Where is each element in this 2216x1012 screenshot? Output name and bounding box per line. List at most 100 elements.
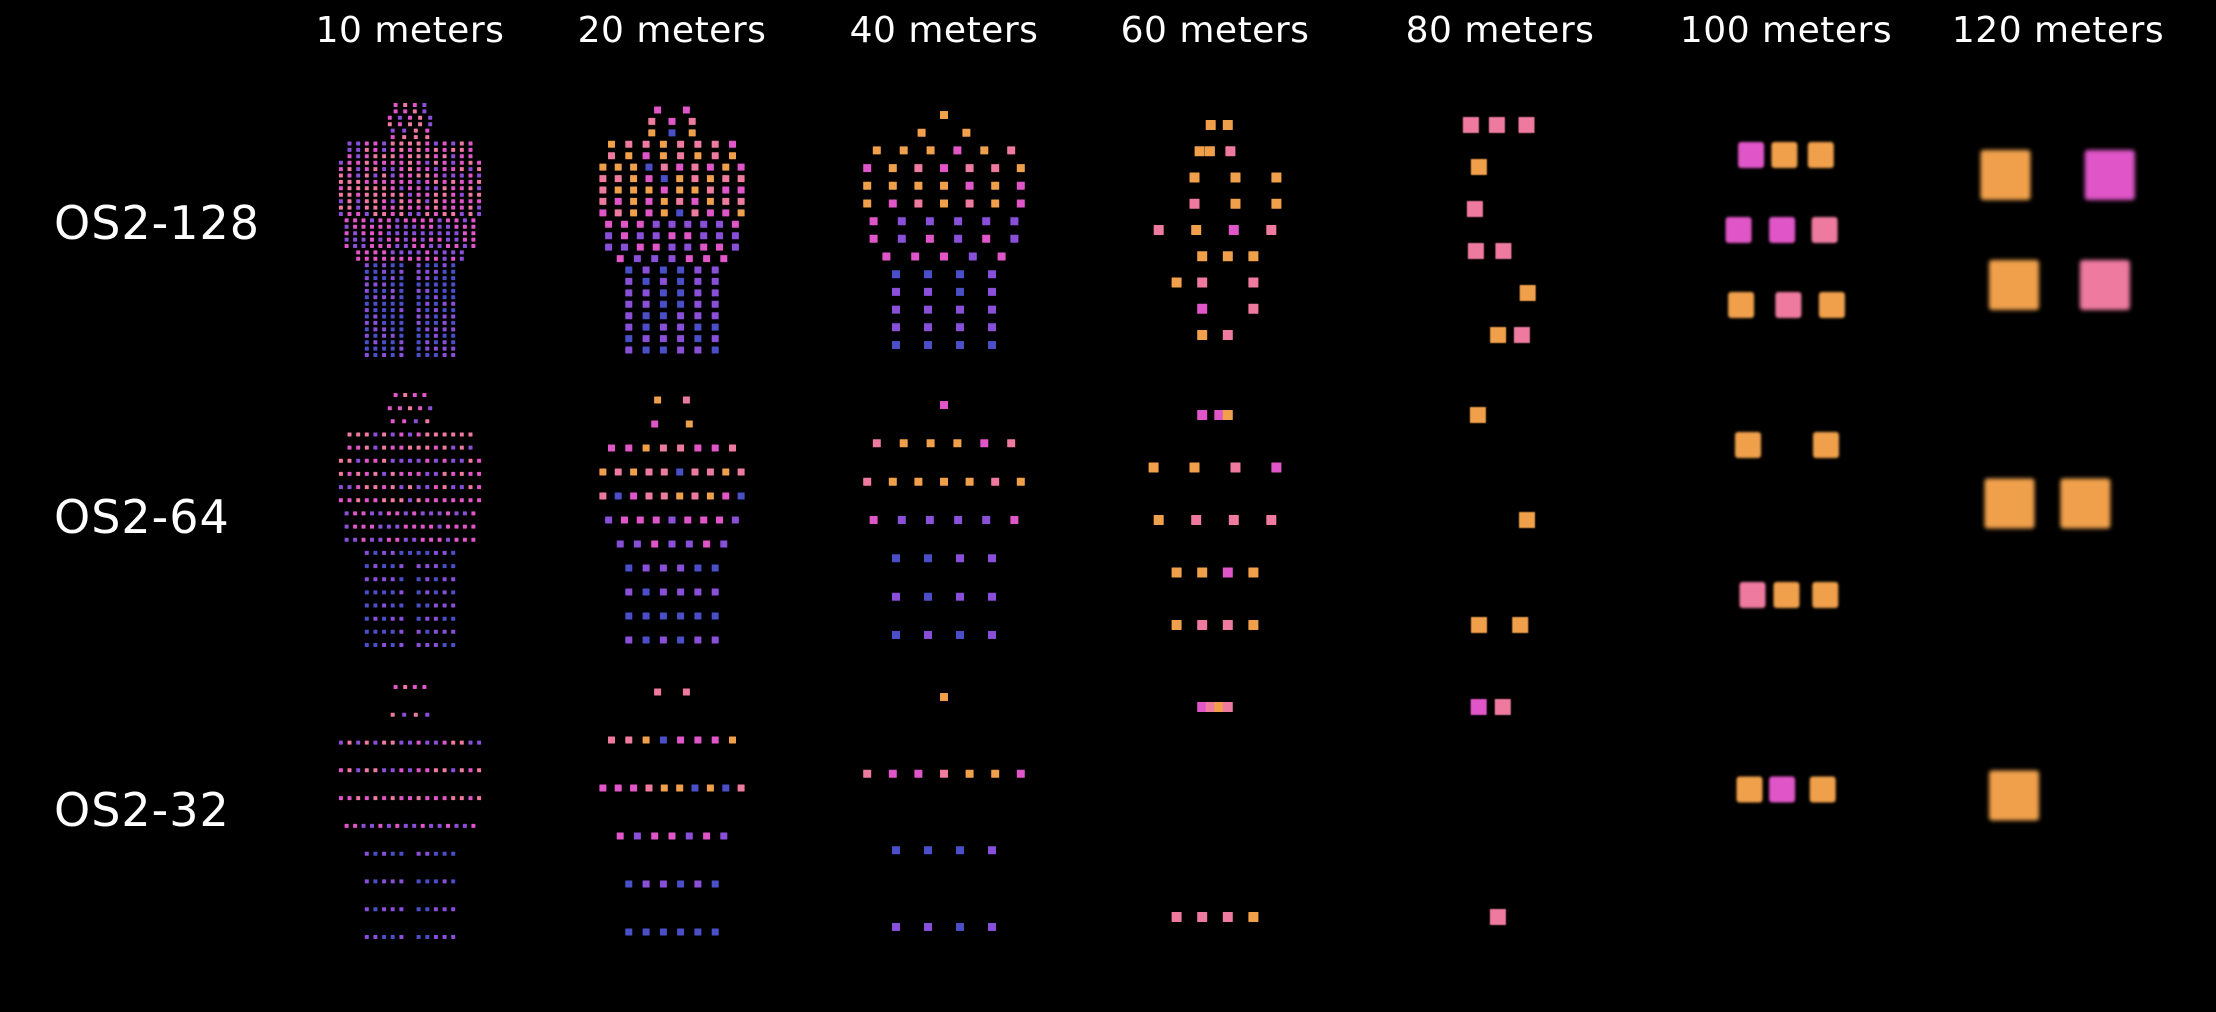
lidar-point [914, 164, 923, 173]
lidar-point [364, 320, 369, 325]
lidar-point [1197, 620, 1208, 630]
lidar-point [364, 199, 369, 204]
lidar-point [442, 320, 447, 325]
lidar-point [386, 224, 391, 229]
lidar-point [953, 439, 962, 448]
lidar-point [390, 288, 395, 293]
lidar-point [382, 340, 387, 345]
lidar-point [356, 212, 361, 216]
lidar-point [1519, 512, 1535, 528]
lidar-point [364, 879, 369, 884]
lidar-point [454, 537, 459, 542]
row-label-os2-64: OS2-64 [54, 490, 230, 544]
lidar-point [451, 282, 456, 287]
lidar-point [361, 537, 366, 542]
lidar-point [416, 320, 421, 325]
lidar-point [691, 197, 699, 205]
lidar-point [677, 312, 685, 320]
lidar-point [468, 212, 473, 216]
lidar-point [703, 540, 711, 548]
lidar-point [676, 784, 684, 792]
lidar-point [442, 935, 447, 939]
lidar-point [356, 199, 361, 204]
lidar-point [616, 540, 624, 548]
lidar-point [433, 205, 438, 210]
lidar-point [954, 234, 963, 243]
lidar-point [416, 154, 421, 159]
lidar-point [425, 301, 430, 306]
lidar-point [413, 419, 418, 424]
lidar-point [395, 537, 400, 542]
lidar-point [459, 199, 464, 204]
lidar-point [2079, 260, 2130, 310]
lidar-point [382, 629, 387, 634]
lidar-point [422, 393, 427, 397]
lidar-point [420, 237, 425, 242]
lidar-point [425, 590, 430, 595]
lidar-point [382, 768, 387, 773]
lidar-point [1769, 217, 1796, 243]
lidar-point [691, 468, 699, 476]
lidar-point [451, 288, 456, 293]
lidar-point [988, 554, 996, 563]
lidar-point [1807, 142, 1834, 168]
lidar-point [1016, 164, 1025, 173]
lidar-point [988, 323, 996, 332]
lidar-point [416, 301, 421, 306]
lidar-point [416, 485, 421, 490]
lidar-point [338, 205, 343, 210]
lidar-point [980, 146, 989, 155]
lidar-point [399, 603, 404, 608]
lidar-point [614, 492, 622, 500]
lidar-point [988, 270, 996, 279]
lidar-point [1016, 769, 1025, 778]
lidar-point [382, 590, 387, 595]
lidar-point [382, 173, 387, 178]
lidar-point [399, 141, 404, 146]
lidar-point [399, 340, 404, 345]
lidar-point [382, 907, 387, 912]
lidar-point [442, 432, 447, 437]
lidar-point [652, 232, 660, 240]
lidar-point [645, 209, 653, 217]
lidar-point [382, 263, 387, 268]
lidar-point [722, 468, 730, 476]
lidar-point [1171, 912, 1182, 922]
lidar-point [442, 577, 447, 582]
lidar-point [1728, 292, 1755, 318]
lidar-point [437, 237, 442, 242]
lidar-point [390, 907, 395, 912]
lidar-point [364, 327, 369, 332]
lidar-point [442, 327, 447, 332]
lidar-point [1222, 120, 1233, 130]
lidar-point [433, 603, 438, 608]
lidar-point [642, 323, 650, 331]
lidar-point [691, 492, 699, 500]
lidar-point [1736, 776, 1763, 803]
lidar-point [1191, 515, 1202, 525]
lidar-point [737, 163, 745, 171]
point-cloud-cell [1366, 85, 1634, 375]
lidar-point [416, 167, 421, 172]
lidar-point [425, 629, 430, 634]
lidar-point [711, 880, 719, 888]
lidar-point [408, 186, 412, 191]
lidar-point [347, 167, 352, 172]
lidar-point [437, 218, 442, 223]
lidar-point [645, 784, 653, 792]
point-cloud-cell [810, 85, 1078, 375]
lidar-point [390, 590, 395, 595]
lidar-point [1775, 292, 1802, 318]
lidar-point [390, 485, 395, 490]
lidar-point [706, 492, 714, 500]
lidar-point [459, 796, 464, 801]
lidar-point [651, 832, 659, 840]
point-cloud-cell [1366, 375, 1634, 665]
row-label-os2-32: OS2-32 [54, 783, 230, 837]
lidar-point [425, 432, 430, 437]
lidar-point [897, 516, 906, 524]
lidar-point [390, 276, 395, 281]
lidar-point [408, 445, 412, 450]
lidar-point [364, 308, 369, 313]
lidar-point [353, 823, 358, 828]
